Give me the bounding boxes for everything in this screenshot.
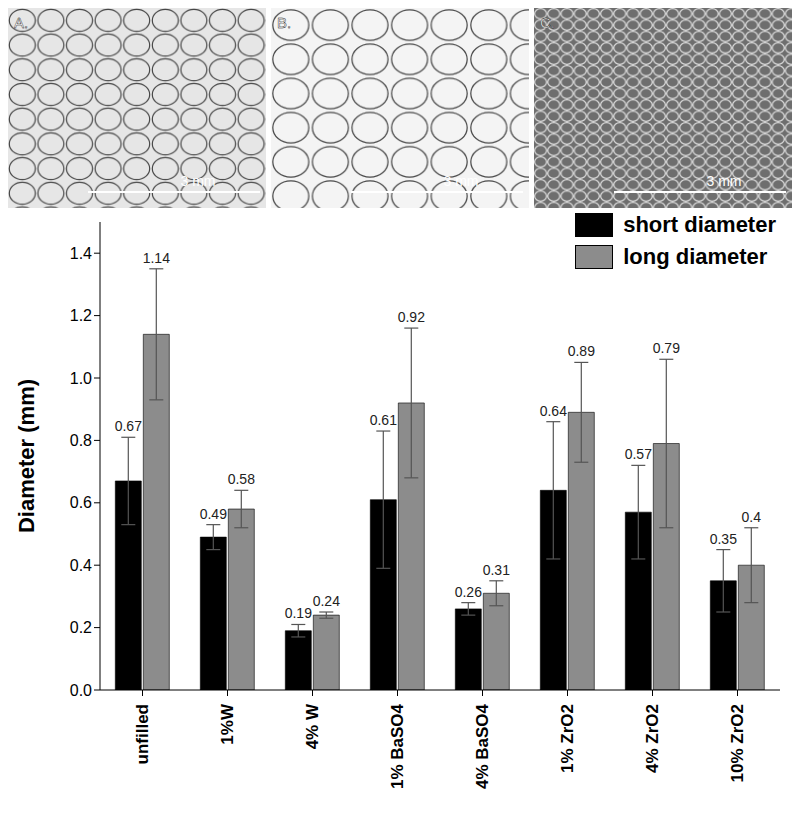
svg-text:0.4: 0.4 xyxy=(742,509,762,525)
svg-text:0.4: 0.4 xyxy=(70,557,92,574)
svg-text:0.57: 0.57 xyxy=(625,446,652,462)
svg-text:0.26: 0.26 xyxy=(455,584,482,600)
svg-text:3 mm: 3 mm xyxy=(181,173,216,189)
svg-text:A.: A. xyxy=(14,14,28,31)
svg-text:C.: C. xyxy=(540,14,555,31)
svg-text:B.: B. xyxy=(277,14,291,31)
svg-text:3 mm: 3 mm xyxy=(444,173,479,189)
html-text:short diameter: short diameter xyxy=(623,212,776,237)
svg-text:0.61: 0.61 xyxy=(370,412,397,428)
svg-text:1.0: 1.0 xyxy=(70,370,92,387)
svg-text:0.35: 0.35 xyxy=(710,531,737,547)
svg-text:0.64: 0.64 xyxy=(540,403,567,419)
svg-text:0.67: 0.67 xyxy=(115,418,142,434)
svg-text:3 mm: 3 mm xyxy=(707,173,742,189)
html-text:long diameter: long diameter xyxy=(623,244,768,269)
svg-text:0.0: 0.0 xyxy=(70,682,92,699)
svg-text:0.24: 0.24 xyxy=(313,593,340,609)
svg-text:0.19: 0.19 xyxy=(285,605,312,621)
svg-text:1.4: 1.4 xyxy=(70,245,92,262)
svg-text:0.2: 0.2 xyxy=(70,619,92,636)
svg-text:unfilled: unfilled xyxy=(133,704,152,764)
svg-text:0.79: 0.79 xyxy=(653,340,680,356)
svg-text:1.14: 1.14 xyxy=(143,250,170,266)
svg-text:1% ZrO2: 1% ZrO2 xyxy=(558,704,577,773)
svg-text:0.58: 0.58 xyxy=(228,471,255,487)
svg-text:0.49: 0.49 xyxy=(200,506,227,522)
svg-text:1% BaSO4: 1% BaSO4 xyxy=(388,703,407,789)
svg-text:0.92: 0.92 xyxy=(398,309,425,325)
svg-text:1%W: 1%W xyxy=(218,703,237,745)
svg-text:4% ZrO2: 4% ZrO2 xyxy=(643,704,662,773)
svg-text:0.8: 0.8 xyxy=(70,432,92,449)
svg-text:4% W: 4% W xyxy=(303,703,322,749)
svg-text:4% BaSO4: 4% BaSO4 xyxy=(473,703,492,789)
svg-text:0.89: 0.89 xyxy=(568,343,595,359)
svg-text:Diameter (mm): Diameter (mm) xyxy=(14,379,39,533)
svg-text:1.2: 1.2 xyxy=(70,307,92,324)
svg-text:10% ZrO2: 10% ZrO2 xyxy=(728,704,747,782)
svg-text:0.6: 0.6 xyxy=(70,494,92,511)
svg-text:0.31: 0.31 xyxy=(483,562,510,578)
